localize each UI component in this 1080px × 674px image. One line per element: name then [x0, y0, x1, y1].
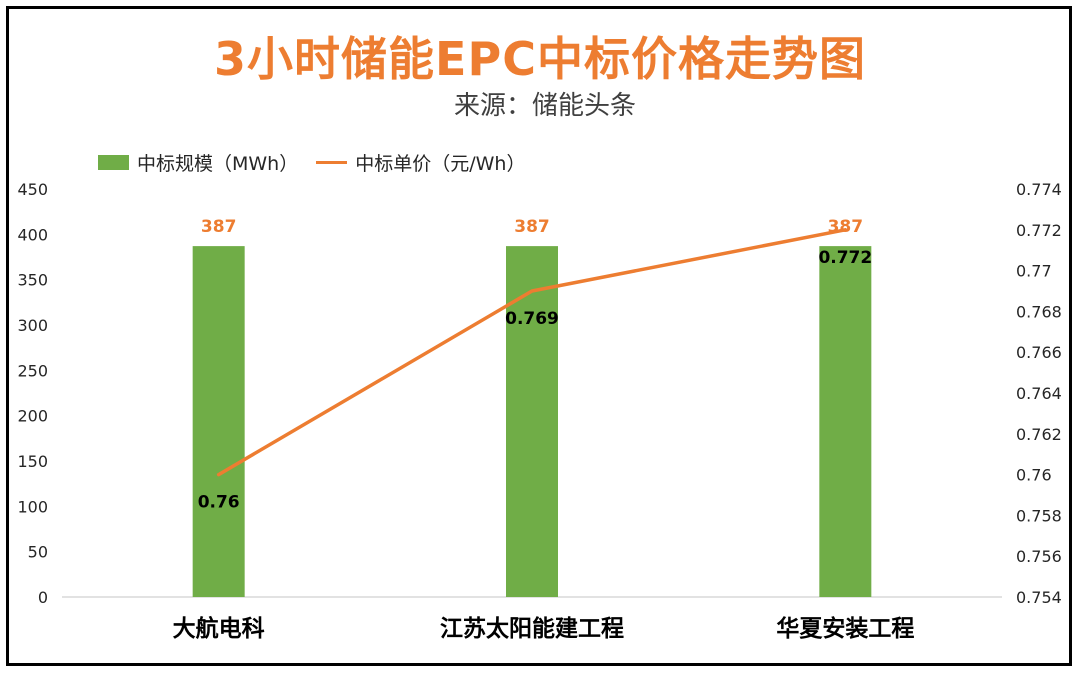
y-right-tick-label: 0.774	[1016, 180, 1062, 199]
bar-data-label: 387	[201, 217, 237, 237]
line-point	[843, 228, 847, 232]
y-left-tick-label: 0	[38, 588, 48, 607]
line-data-label: 0.769	[505, 309, 559, 329]
y-left-tick-label: 450	[17, 180, 48, 199]
y-left-tick-label: 350	[17, 271, 48, 290]
y-left-tick-label: 50	[28, 543, 48, 562]
y-left-tick-label: 100	[17, 497, 48, 516]
y-right-tick-label: 0.754	[1016, 588, 1062, 607]
y-right-tick-label: 0.758	[1016, 506, 1062, 525]
line-point	[217, 473, 221, 477]
x-category-label: 江苏太阳能建工程	[440, 615, 624, 642]
chart-subtitle: 来源：储能头条	[453, 91, 636, 121]
y-right-tick-label: 0.77	[1016, 262, 1052, 281]
line-data-label: 0.772	[818, 248, 872, 268]
line-data-label: 0.76	[198, 493, 240, 513]
bar	[192, 246, 245, 597]
x-category-label: 大航电科	[173, 615, 265, 642]
bar	[819, 246, 872, 597]
legend-item-line: 中标单价（元/Wh）	[316, 149, 525, 176]
y-right-tick-label: 0.756	[1016, 547, 1062, 566]
legend-label-line: 中标单价（元/Wh）	[355, 152, 526, 175]
bar	[506, 246, 558, 597]
legend-swatch-line	[316, 160, 348, 164]
chart-legend: 中标规模（MWh） 中标单价（元/Wh）	[98, 148, 543, 176]
y-left-tick-label: 400	[17, 225, 48, 244]
y-left-tick-label: 250	[17, 361, 48, 380]
y-right-tick-label: 0.766	[1016, 343, 1062, 362]
bar-data-label: 387	[514, 217, 550, 237]
y-right-tick-label: 0.768	[1016, 302, 1062, 321]
legend-swatch-bar	[98, 154, 129, 170]
y-right-tick-label: 0.76	[1016, 466, 1052, 485]
line-point	[530, 289, 534, 293]
legend-item-bar: 中标规模（MWh）	[98, 149, 298, 176]
x-category-label: 华夏安装工程	[776, 615, 914, 642]
legend-label-bar: 中标规模（MWh）	[137, 152, 299, 175]
y-left-tick-label: 300	[17, 316, 48, 335]
y-right-tick-label: 0.764	[1016, 384, 1062, 403]
y-left-tick-label: 200	[17, 407, 48, 426]
y-right-tick-label: 0.762	[1016, 425, 1062, 444]
bar-data-label: 387	[828, 217, 864, 237]
y-right-tick-label: 0.772	[1016, 221, 1062, 240]
y-left-tick-label: 150	[17, 452, 48, 471]
chart-title: 3小时储能EPC中标价格走势图	[214, 32, 866, 86]
